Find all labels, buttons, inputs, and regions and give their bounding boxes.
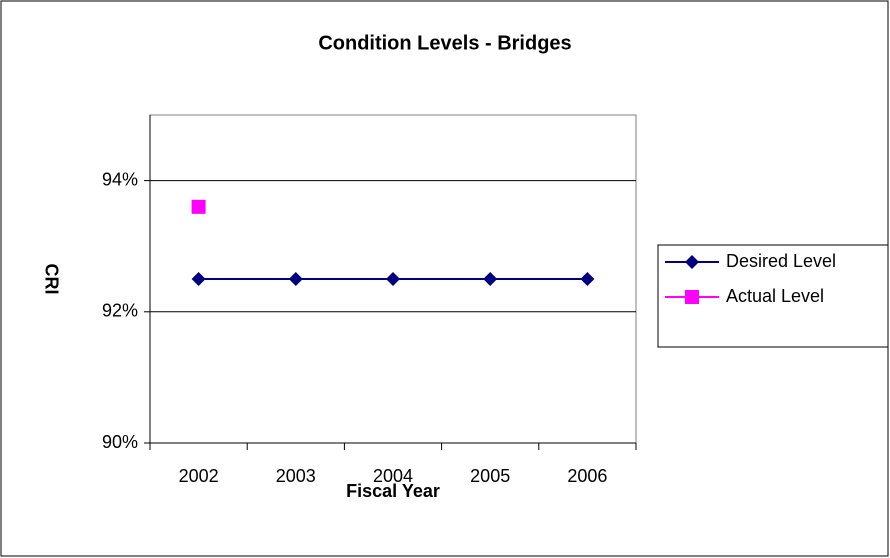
- data-point: [386, 272, 400, 286]
- data-point: [580, 272, 595, 286]
- x-tick-label: 2002: [179, 466, 219, 486]
- y-tick-label: 92%: [102, 301, 138, 321]
- legend-label: Actual Level: [726, 286, 824, 306]
- legend-marker: [685, 290, 699, 304]
- y-tick-label: 94%: [102, 169, 138, 189]
- legend-label: Desired Level: [726, 251, 836, 271]
- data-point: [483, 272, 498, 286]
- x-axis-label: Fiscal Year: [346, 481, 440, 501]
- y-axis-label: CRI: [41, 264, 61, 295]
- chart-title: Condition Levels - Bridges: [318, 32, 571, 54]
- data-point: [288, 272, 303, 286]
- x-tick-label: 2005: [470, 466, 510, 486]
- x-tick-label: 2006: [567, 466, 607, 486]
- y-tick-label: 90%: [102, 432, 138, 452]
- data-point: [191, 272, 206, 286]
- x-tick-label: 2003: [276, 466, 316, 486]
- x-tick-label: 2004: [373, 466, 413, 486]
- legend-marker: [685, 255, 699, 269]
- data-point: [191, 199, 206, 214]
